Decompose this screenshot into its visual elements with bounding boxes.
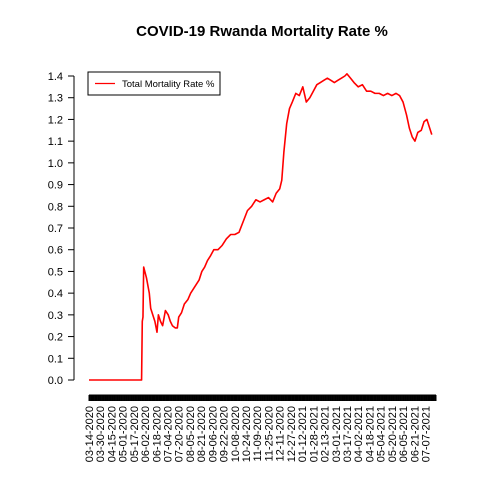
- x-tick-label: 11-09-2020: [252, 406, 264, 461]
- x-tick-label: 04-15-2020: [106, 406, 118, 462]
- x-tick-label: 04-18-2021: [364, 406, 376, 462]
- x-tick-label: 06-21-2021: [409, 406, 421, 462]
- x-tick-label: 09-06-2020: [207, 406, 219, 462]
- y-tick-label: 0.9: [48, 180, 63, 192]
- x-tick-label: 08-21-2020: [196, 406, 208, 462]
- x-tick-label: 07-04-2020: [163, 406, 175, 462]
- x-tick-label: 04-02-2021: [353, 406, 365, 462]
- x-tick-label: 10-24-2020: [241, 406, 253, 462]
- y-tick-label: 0.1: [48, 353, 63, 365]
- x-tick-label: 06-05-2021: [398, 406, 410, 462]
- y-tick-label: 0.3: [48, 310, 63, 322]
- plot-area: [89, 73, 433, 381]
- y-tick-label: 1.1: [48, 136, 63, 148]
- y-axis: 0.0 0.1 0.2 0.3 0.4 0.5 0.6 0.7 0.8 0.9 1.0 1.1 1.2 1…: [48, 71, 75, 387]
- x-tick-label: 09-22-2020: [219, 406, 231, 462]
- x-tick-label: 10-08-2020: [230, 406, 242, 462]
- legend-box: [87, 71, 221, 96]
- y-tick-label: 0.4: [48, 288, 63, 300]
- y-tick-label: 0.0: [48, 375, 63, 387]
- x-tick-label: 05-17-2020: [129, 406, 141, 462]
- x-tick-label: 03-01-2021: [331, 406, 343, 462]
- x-tick-label: 03-14-2020: [84, 406, 96, 462]
- x-tick-label: 03-17-2021: [342, 406, 354, 462]
- y-tick-label: 1.3: [48, 93, 63, 105]
- x-tick-label: 05-20-2021: [387, 406, 399, 462]
- y-tick-label: 1.0: [48, 158, 63, 170]
- x-tick-label: 12-27-2020: [286, 406, 298, 462]
- legend-entry: Total Mortality Rate %: [122, 79, 215, 90]
- series-line-total-mortality-rate: [89, 73, 433, 381]
- y-tick-label: 0.8: [48, 201, 63, 213]
- x-tick-label: 06-18-2020: [151, 406, 163, 462]
- y-tick-label: 0.2: [48, 332, 63, 344]
- y-tick-label: 0.7: [48, 223, 63, 235]
- x-tick-label: 07-07-2021: [420, 406, 432, 462]
- y-tick-label: 0.5: [48, 266, 63, 278]
- x-tick-label: 05-01-2020: [118, 406, 130, 462]
- x-tick-label: 11-25-2020: [263, 406, 275, 461]
- legend: Total Mortality Rate %: [87, 71, 221, 96]
- x-tick-label: 02-13-2021: [320, 406, 332, 462]
- x-tick-label: 01-12-2021: [297, 406, 309, 462]
- x-tick-label: 07-20-2020: [174, 406, 186, 462]
- x-tick-label: 06-02-2020: [140, 406, 152, 462]
- x-tick-label: 03-30-2020: [95, 406, 107, 462]
- x-axis: 03-14-2020 03-30-2020 04-15-2020 05-01-2020…: [84, 394, 437, 462]
- x-tick-label: 08-05-2020: [185, 406, 197, 462]
- chart-title: COVID-19 Rwanda Mortality Rate %: [136, 23, 388, 40]
- x-tick-label: 12-11-2020: [275, 406, 287, 461]
- x-tick-label: 05-04-2021: [376, 406, 388, 462]
- x-tick-label: 01-28-2021: [308, 406, 320, 462]
- y-tick-label: 1.4: [48, 71, 63, 83]
- y-tick-label: 1.2: [48, 114, 63, 126]
- y-tick-label: 0.6: [48, 245, 63, 257]
